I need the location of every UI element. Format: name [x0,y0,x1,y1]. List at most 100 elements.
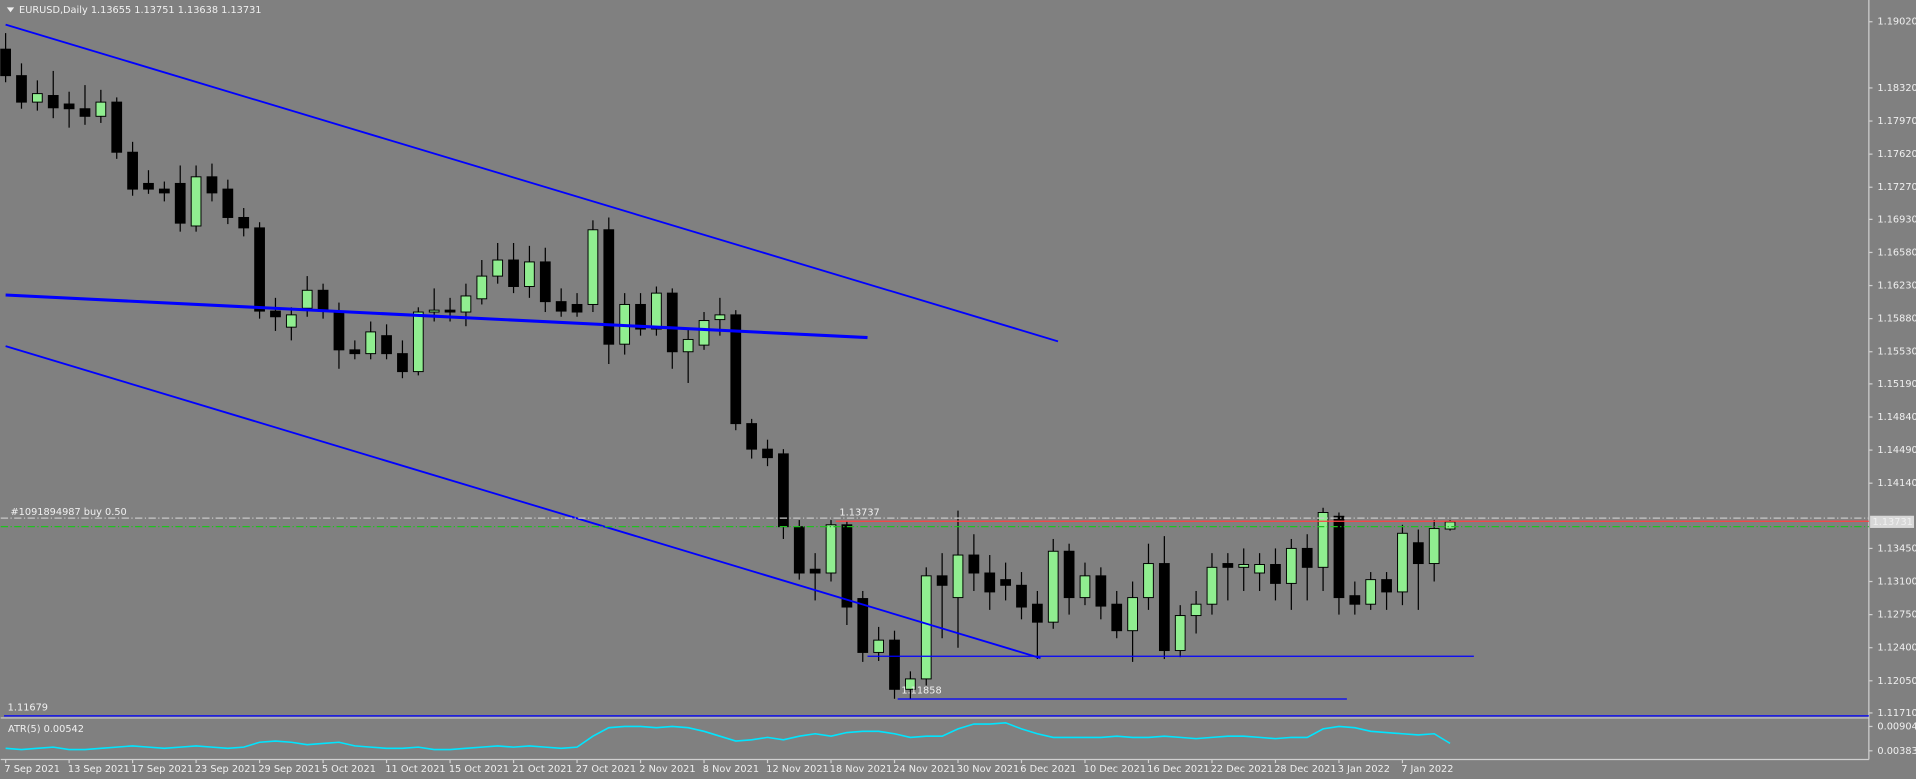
candle-body [1095,575,1107,607]
x-tick-label: 12 Nov 2021 [766,764,828,775]
candle-body [79,108,91,117]
candle-body [841,524,853,608]
y-tick-label: 1.16230 [1877,281,1916,292]
candle-body [317,289,329,312]
candle-body [714,314,726,321]
candle-body [476,275,488,300]
x-tick-label: 22 Dec 2021 [1211,764,1273,775]
x-tick-label: 5 Oct 2021 [322,764,376,775]
candle-body [825,524,837,574]
y-tick-label: 1.12050 [1877,676,1916,687]
candle-body [587,229,599,305]
candle-body [1190,603,1202,617]
candle-body [460,295,472,313]
bid-label: 1.13731 [1873,517,1913,528]
candle-body [1301,547,1313,568]
x-tick-label: 11 Oct 2021 [385,764,445,775]
candle-body [666,292,678,353]
candle-body [0,48,11,77]
candle-body [746,423,758,450]
close: 1.13731 [221,5,261,16]
candle-body [539,261,551,303]
y-tick-label: 1.17620 [1877,149,1916,160]
candle-body [397,353,408,373]
candle-body [1317,512,1329,568]
candle-body [1412,542,1424,565]
candle-body [270,310,281,318]
candle-body [571,303,583,313]
candle-body [873,639,885,653]
candle-body [1397,532,1408,593]
candle-body [1079,575,1091,599]
candle-body [190,176,202,227]
y-tick-label: 1.15530 [1877,347,1916,358]
y-tick-label: 1.17270 [1877,182,1916,193]
candle-body [857,598,869,653]
y-tick-label: 1.15880 [1877,314,1916,325]
candle-body [365,331,377,355]
candle-body [508,259,519,287]
candle-body [349,349,361,355]
low: 1.13638 [178,5,218,16]
candle-body [968,554,980,574]
level-label: 1.13737 [839,508,879,519]
candle-body [1254,564,1265,574]
y-tick-label: 1.12750 [1877,610,1916,621]
candle-body [952,554,964,599]
candle-body [1365,579,1377,605]
candle-body [127,151,138,190]
candle-body [238,216,250,229]
candle-body [1158,563,1170,652]
y-tick-label: 1.19020 [1877,17,1916,28]
candle-body [1143,563,1154,599]
candle-body [63,103,75,110]
x-tick-label: 7 Sep 2021 [4,764,60,775]
y-tick-label: 1.18320 [1877,83,1916,94]
y-tick-label: 1.15190 [1877,379,1916,390]
candle-body [47,95,59,109]
candle-body [1349,595,1361,605]
atr-name: ATR(5) [8,724,40,735]
candle-body [1428,528,1440,565]
candle-body [524,261,535,287]
atr-value: 0.00542 [44,724,84,735]
y-tick-label: 1.16580 [1877,247,1916,258]
atr-title: ATR(5) 0.00542 [8,724,84,735]
candle-body [444,309,456,313]
candle-body [1381,579,1392,593]
candle-body [1000,579,1011,586]
candle-body [206,176,218,194]
candle-body [222,188,234,218]
candle-body [1063,550,1075,599]
trend-line [5,23,1059,343]
y-tick-label: 1.12400 [1877,643,1916,654]
candle-body [920,575,932,680]
atr-tick-label: 0.00383 [1877,746,1916,757]
bid-box [1870,515,1915,528]
candle-body [1333,515,1345,599]
candle-body [1031,603,1043,623]
level-label: 1.11679 [8,702,48,713]
trend-line [5,345,1041,659]
collapse-icon[interactable] [6,7,15,13]
candle-body [698,320,710,346]
x-tick-label: 6 Dec 2021 [1020,764,1076,775]
y-tick-label: 1.14840 [1877,412,1916,423]
candle-body [412,311,424,373]
candle-body [492,259,504,277]
candle-body [809,568,821,574]
candle-body [1206,566,1218,605]
candle-body [428,309,440,313]
candle-body [111,101,123,153]
x-tick-label: 30 Nov 2021 [957,764,1019,775]
y-tick-label: 1.13450 [1877,543,1916,554]
x-tick-label: 15 Oct 2021 [449,764,509,775]
candle-body [1174,615,1186,652]
candle-body [793,526,805,574]
candle-body [333,310,345,351]
symbol: EURUSD,Daily [19,5,88,16]
candle-body [603,229,615,345]
candle-body [1285,547,1297,584]
